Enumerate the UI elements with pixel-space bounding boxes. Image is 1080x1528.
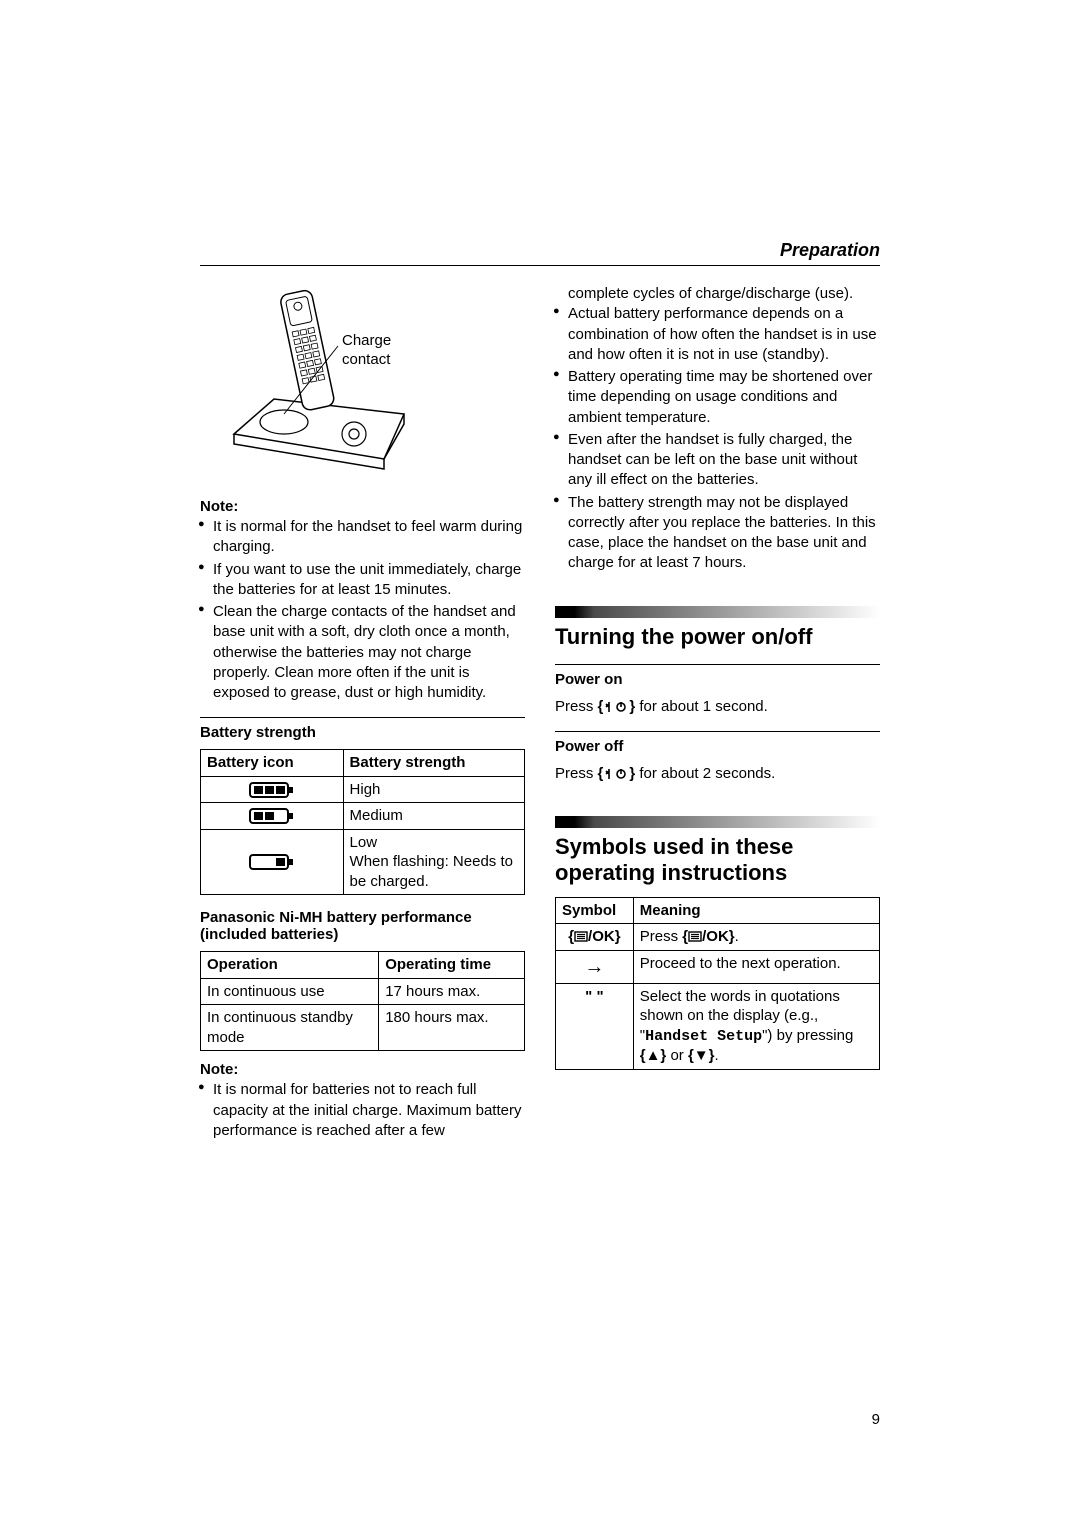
right-column: complete cycles of charge/discharge (use… <box>555 284 880 1147</box>
handset-diagram: Charge contact <box>214 284 454 484</box>
symbol-menu-ok: {/OK} <box>556 924 634 951</box>
battery-text: Medium <box>343 803 524 830</box>
battery-text: High <box>343 776 524 803</box>
end-text: . <box>715 1047 719 1064</box>
power-key-icon: {} <box>598 765 636 782</box>
divider <box>200 717 525 718</box>
table-header: Battery icon <box>201 750 344 777</box>
table-header: Symbol <box>556 897 634 924</box>
perf-op: In continuous use <box>201 978 379 1005</box>
handset-base-illustration <box>214 284 454 484</box>
bullet-item: Battery operating time may be shortened … <box>555 367 880 428</box>
left-column: Charge contact Note: It is normal for th… <box>200 284 525 1147</box>
power-off-heading: Power off <box>555 738 880 755</box>
perf-time: 180 hours max. <box>379 1005 525 1051</box>
table-header: Operation <box>201 952 379 979</box>
two-column-layout: Charge contact Note: It is normal for th… <box>200 284 880 1147</box>
power-post: for about 1 second. <box>635 698 768 715</box>
table-row: " " Select the words in quotations shown… <box>556 983 880 1069</box>
performance-heading: Panasonic Ni-MH battery performance (inc… <box>200 909 525 943</box>
divider <box>555 664 880 665</box>
table-header: Battery strength <box>343 750 524 777</box>
symbol-arrow: → <box>556 950 634 983</box>
meaning-pre: Press <box>640 928 683 945</box>
table-header: Meaning <box>633 897 879 924</box>
meaning-line: ") by pressing <box>762 1027 853 1044</box>
battery-strength-heading: Battery strength <box>200 724 525 741</box>
right-bullets: Actual battery performance depends on a … <box>555 304 880 573</box>
power-pre: Press <box>555 698 598 715</box>
battery-text: Low When flashing: Needs to be charged. <box>343 829 524 895</box>
performance-table: Operation Operating time In continuous u… <box>200 951 525 1051</box>
charge-contact-label: Charge contact <box>342 332 391 370</box>
power-on-text: Press {} for about 1 second. <box>555 696 880 717</box>
battery-icon-medium <box>201 803 344 830</box>
charge-label-1: Charge <box>342 332 391 349</box>
note-item: It is normal for the handset to feel war… <box>200 517 525 558</box>
table-row: Low When flashing: Needs to be charged. <box>201 829 525 895</box>
symbol-meaning: Press {/OK}. <box>633 924 879 951</box>
table-row: In continuous use 17 hours max. <box>201 978 525 1005</box>
perf-op: In continuous standby mode <box>201 1005 379 1051</box>
bullet-item: The battery strength may not be displaye… <box>555 493 880 574</box>
or-text: or <box>666 1047 688 1064</box>
power-off-text: Press {} for about 2 seconds. <box>555 763 880 784</box>
table-row: High <box>201 776 525 803</box>
table-row: In continuous standby mode 180 hours max… <box>201 1005 525 1051</box>
battery-strength-table: Battery icon Battery strength High Mediu… <box>200 749 525 895</box>
symbol-meaning: Proceed to the next operation. <box>633 950 879 983</box>
note-item: It is normal for batteries not to reach … <box>200 1080 525 1141</box>
low-line2: When flashing: Needs to be charged. <box>350 853 513 890</box>
charge-label-2: contact <box>342 351 390 368</box>
table-row: → Proceed to the next operation. <box>556 950 880 983</box>
down-key-icon: {▼} <box>688 1047 715 1064</box>
mono-example: Handset Setup <box>645 1028 762 1045</box>
divider <box>555 731 880 732</box>
table-row: Medium <box>201 803 525 830</box>
section-title-symbols: Symbols used in these operating instruct… <box>555 834 880 887</box>
power-pre: Press <box>555 765 598 782</box>
battery-icon-high <box>201 776 344 803</box>
note-list-2: It is normal for batteries not to reach … <box>200 1080 525 1141</box>
bullet-item: Actual battery performance depends on a … <box>555 304 880 365</box>
bullet-item: Even after the handset is fully charged,… <box>555 430 880 491</box>
section-title-power: Turning the power on/off <box>555 624 880 650</box>
section-bar-2 <box>555 816 880 828</box>
page-header: Preparation <box>200 240 880 266</box>
symbols-table: Symbol Meaning {/OK} Press {/OK}. → Proc… <box>555 897 880 1070</box>
header-title: Preparation <box>780 240 880 260</box>
power-post: for about 2 seconds. <box>635 765 775 782</box>
battery-icon-low <box>201 829 344 895</box>
symbol-meaning: Select the words in quotations shown on … <box>633 983 879 1069</box>
page-content: Preparation <box>200 240 880 1147</box>
power-key-icon: {} <box>598 698 636 715</box>
continued-text: complete cycles of charge/discharge (use… <box>555 284 880 304</box>
power-on-heading: Power on <box>555 671 880 688</box>
note-list-1: It is normal for the handset to feel war… <box>200 517 525 703</box>
table-header: Operating time <box>379 952 525 979</box>
page-number: 9 <box>872 1411 880 1428</box>
note-heading-2: Note: <box>200 1061 525 1078</box>
section-bar-1 <box>555 606 880 618</box>
perf-time: 17 hours max. <box>379 978 525 1005</box>
table-row: {/OK} Press {/OK}. <box>556 924 880 951</box>
note-item: Clean the charge contacts of the handset… <box>200 602 525 703</box>
meaning-post: . <box>735 928 739 945</box>
note-heading-1: Note: <box>200 498 525 515</box>
low-line1: Low <box>350 834 378 851</box>
menu-ok-key: {/OK} <box>682 928 734 945</box>
up-key-icon: {▲} <box>640 1047 667 1064</box>
note-item: If you want to use the unit immediately,… <box>200 560 525 601</box>
symbol-quotes: " " <box>556 983 634 1069</box>
